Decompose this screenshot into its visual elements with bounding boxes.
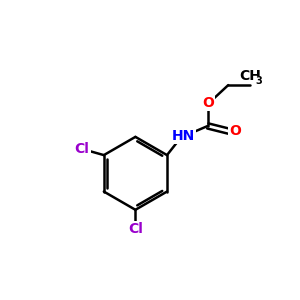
Text: Cl: Cl [128,222,143,236]
Text: 3: 3 [256,76,262,86]
Text: Cl: Cl [74,142,89,156]
Text: CH: CH [239,69,261,83]
Text: O: O [229,124,241,138]
Text: O: O [202,96,214,110]
Text: HN: HN [171,129,195,143]
